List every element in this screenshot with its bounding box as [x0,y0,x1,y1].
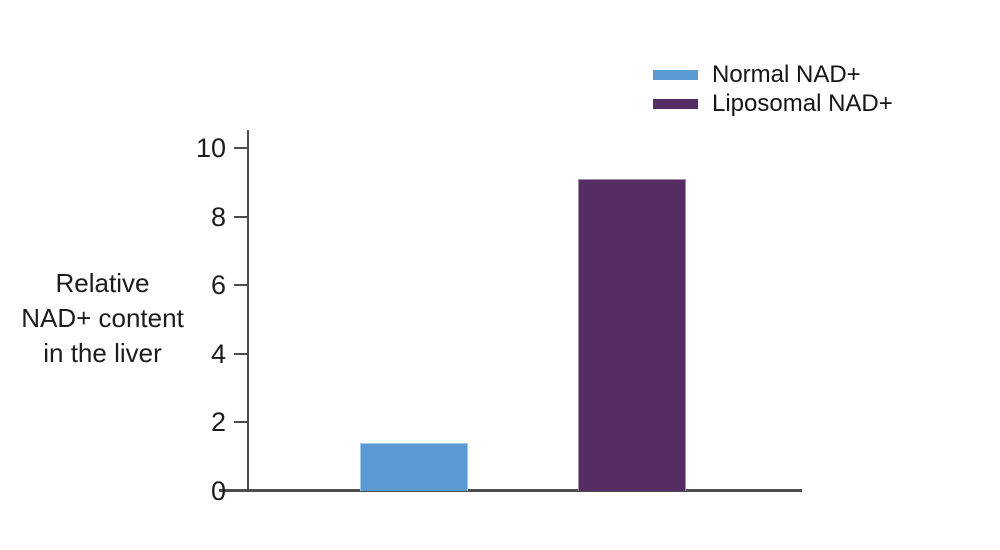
y-tick-mark [234,147,248,149]
y-tick-mark [234,215,248,218]
legend-label-liposomal-nad: Liposomal NAD+ [712,89,893,117]
bar-normal-nad [360,442,468,491]
y-tick-label: 2 [210,407,226,438]
y-axis-title-line-3: in the liver [43,338,162,368]
y-axis-title-line-1: Relative [55,268,150,298]
y-tick-mark [234,421,248,424]
y-tick-label: 8 [210,201,226,232]
legend-label-normal-nad: Normal NAD+ [712,60,861,88]
y-tick-label: 4 [210,338,226,369]
y-tick-mark [234,352,248,355]
legend-swatch-normal-nad-icon [653,69,698,80]
y-tick-mark [234,284,248,287]
y-axis-title: Relative NAD+ content in the liver [0,266,205,371]
legend-item-liposomal-nad: Liposomal NAD+ [653,89,893,118]
y-axis-line [247,130,249,491]
y-tick-label: 6 [210,270,226,301]
legend-item-normal-nad: Normal NAD+ [653,60,893,89]
y-tick-label: 10 [195,133,226,163]
y-tick-label: 0 [210,476,226,506]
legend-swatch-liposomal-nad-icon [653,98,698,109]
bar-liposomal-nad [578,178,686,491]
legend: Normal NAD+ Liposomal NAD+ [653,60,893,118]
y-axis-title-line-2: NAD+ content [21,303,184,333]
x-axis-line [219,489,802,492]
